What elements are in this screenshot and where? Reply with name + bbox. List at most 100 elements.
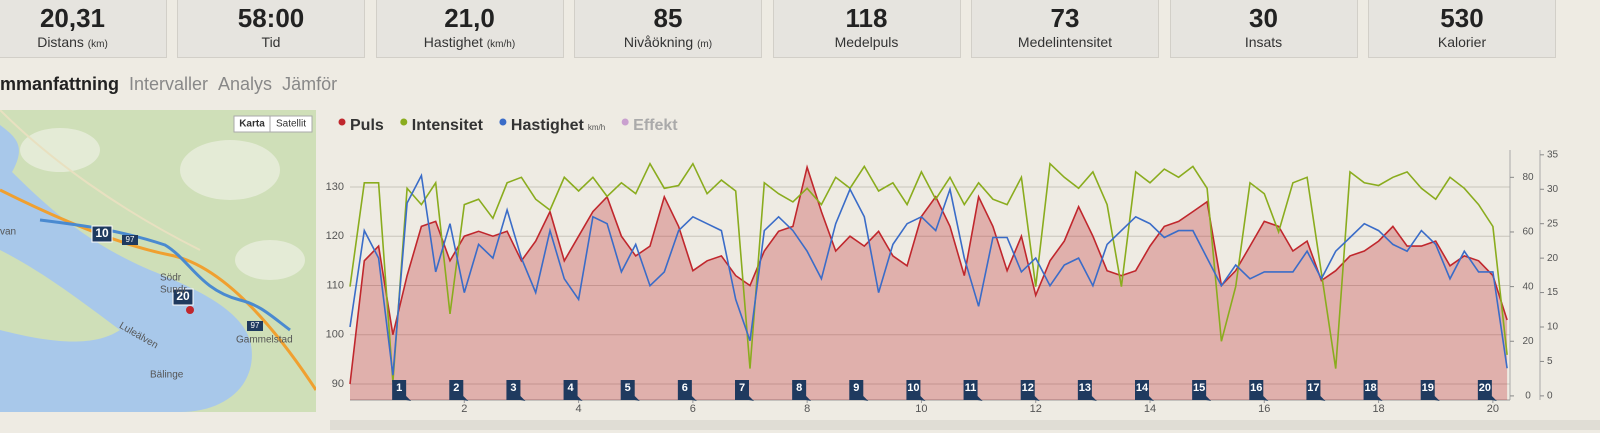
map-button-label: Satellit bbox=[276, 119, 306, 130]
legend-label[interactable]: Hastighet bbox=[511, 117, 585, 134]
stat-value: 58:00 bbox=[237, 3, 305, 33]
stat-box: 85 Nivåökning (m) bbox=[574, 0, 762, 58]
stat-label-row: Nivåökning (m) bbox=[575, 34, 761, 50]
lap-label: 14 bbox=[1136, 382, 1149, 394]
stat-value: 30 bbox=[1249, 3, 1278, 33]
stat-box: 58:00 Tid bbox=[177, 0, 365, 58]
area-fill bbox=[350, 167, 1508, 400]
y3-tick-label: 0 bbox=[1547, 391, 1553, 402]
lap-marker bbox=[792, 380, 812, 401]
y3-tick-label: 35 bbox=[1547, 149, 1559, 160]
stat-unit: (km) bbox=[87, 39, 108, 50]
stat-value: 73 bbox=[1050, 3, 1080, 33]
lap-marker bbox=[1249, 380, 1269, 401]
tab[interactable]: Analys bbox=[218, 74, 273, 94]
stat-label-row: Tid bbox=[178, 34, 364, 50]
stat-label: Kalorier bbox=[1437, 34, 1487, 50]
x-tick-label: 10 bbox=[915, 403, 927, 415]
lap-label: 15 bbox=[1193, 382, 1205, 394]
stat-value: 21,0 bbox=[444, 3, 495, 33]
lap-label: 7 bbox=[739, 382, 745, 394]
map-place: Södr bbox=[160, 273, 182, 284]
x-tick-label: 18 bbox=[1372, 403, 1384, 415]
lap-marker bbox=[1363, 380, 1383, 401]
tab[interactable]: mmanfattning bbox=[0, 74, 119, 94]
lap-marker bbox=[392, 380, 412, 401]
y3-tick-label: 20 bbox=[1547, 253, 1559, 264]
series-line bbox=[349, 172, 1508, 376]
y3-tick-label: 10 bbox=[1547, 322, 1559, 333]
lap-label: 5 bbox=[625, 382, 631, 394]
lap-marker bbox=[1020, 380, 1040, 401]
stat-value: 20,31 bbox=[39, 3, 106, 33]
x-tick-label: 4 bbox=[576, 403, 582, 415]
map-place: Sundr bbox=[160, 285, 187, 296]
legend-label[interactable]: Effekt bbox=[633, 117, 678, 134]
lap-label: 12 bbox=[1022, 382, 1034, 394]
lap-marker bbox=[677, 380, 697, 401]
stat-value: 85 bbox=[653, 3, 683, 33]
y3-tick-label: 5 bbox=[1547, 356, 1553, 367]
y-tick-label: 120 bbox=[326, 230, 344, 242]
lap-marker bbox=[963, 380, 983, 401]
map-marker bbox=[91, 225, 113, 243]
series-line bbox=[349, 164, 1508, 385]
legend-dot bbox=[338, 118, 346, 126]
stat-label: Tid bbox=[261, 34, 281, 50]
map-road-label: 97 bbox=[251, 321, 260, 330]
lap-marker bbox=[1477, 380, 1497, 401]
tab[interactable]: Intervaller bbox=[129, 74, 209, 94]
lap-label: 8 bbox=[796, 382, 802, 394]
y3-tick-label: 15 bbox=[1547, 287, 1559, 298]
x-tick-label: 2 bbox=[461, 403, 467, 415]
stat-label-row: Insats bbox=[1171, 34, 1357, 50]
map-road-shield bbox=[122, 235, 138, 245]
stat-label: Medelintensitet bbox=[1017, 34, 1113, 50]
y2-tick-label: 80 bbox=[1522, 172, 1534, 183]
map[interactable]: Karta Satellit10209797vanSödrSundrLuleälv… bbox=[0, 110, 316, 412]
lap-marker bbox=[849, 380, 869, 401]
stat-box: 21,0 Hastighet (km/h) bbox=[375, 0, 564, 58]
stat-box: 118 Medelpuls bbox=[772, 0, 961, 58]
map-water bbox=[20, 377, 92, 412]
y-tick-label: 100 bbox=[326, 329, 344, 341]
x-tick-label: 14 bbox=[1144, 403, 1156, 415]
tabs: mmanfattning Intervaller Analys Jämför bbox=[0, 74, 347, 95]
lap-marker bbox=[1135, 380, 1154, 401]
legend-dot bbox=[621, 118, 629, 126]
map-road bbox=[0, 110, 201, 251]
map-road bbox=[0, 188, 316, 391]
lap-label: 3 bbox=[510, 382, 516, 394]
map-button-label: Karta bbox=[239, 119, 265, 130]
map-road-label: 97 bbox=[126, 235, 135, 244]
legend-label[interactable]: Puls bbox=[350, 117, 384, 134]
map-marker-label: 20 bbox=[176, 289, 190, 303]
lap-label: 18 bbox=[1364, 382, 1376, 394]
map-marker bbox=[172, 288, 194, 306]
scrollbar bbox=[330, 420, 1600, 430]
lap-marker bbox=[620, 380, 640, 401]
stat-label: Hastighet bbox=[423, 34, 483, 50]
stat-unit: (km/h) bbox=[486, 39, 516, 50]
map-patch bbox=[20, 128, 100, 172]
stat-label: Nivåökning bbox=[623, 34, 694, 50]
stat-box: 20,31 Distans (km) bbox=[0, 0, 167, 58]
y-tick-label: 130 bbox=[326, 181, 344, 193]
map-button[interactable] bbox=[269, 115, 313, 133]
map-place: Gammelstad bbox=[236, 335, 293, 346]
y-tick-label: 90 bbox=[332, 378, 344, 390]
legend-label[interactable]: Intensitet bbox=[412, 117, 484, 134]
tab[interactable]: Jämför bbox=[282, 74, 338, 94]
y3-tick-label: 30 bbox=[1547, 184, 1559, 195]
legend-dot bbox=[400, 118, 408, 126]
map-road-shield bbox=[247, 321, 263, 331]
stat-label-row: Kalorier bbox=[1369, 34, 1555, 50]
lap-marker bbox=[449, 380, 469, 401]
lap-label: 13 bbox=[1079, 382, 1091, 394]
stat-label: Insats bbox=[1244, 34, 1283, 50]
x-tick-label: 6 bbox=[690, 403, 696, 415]
stat-value: 530 bbox=[1440, 3, 1484, 33]
lap-marker bbox=[563, 380, 583, 401]
